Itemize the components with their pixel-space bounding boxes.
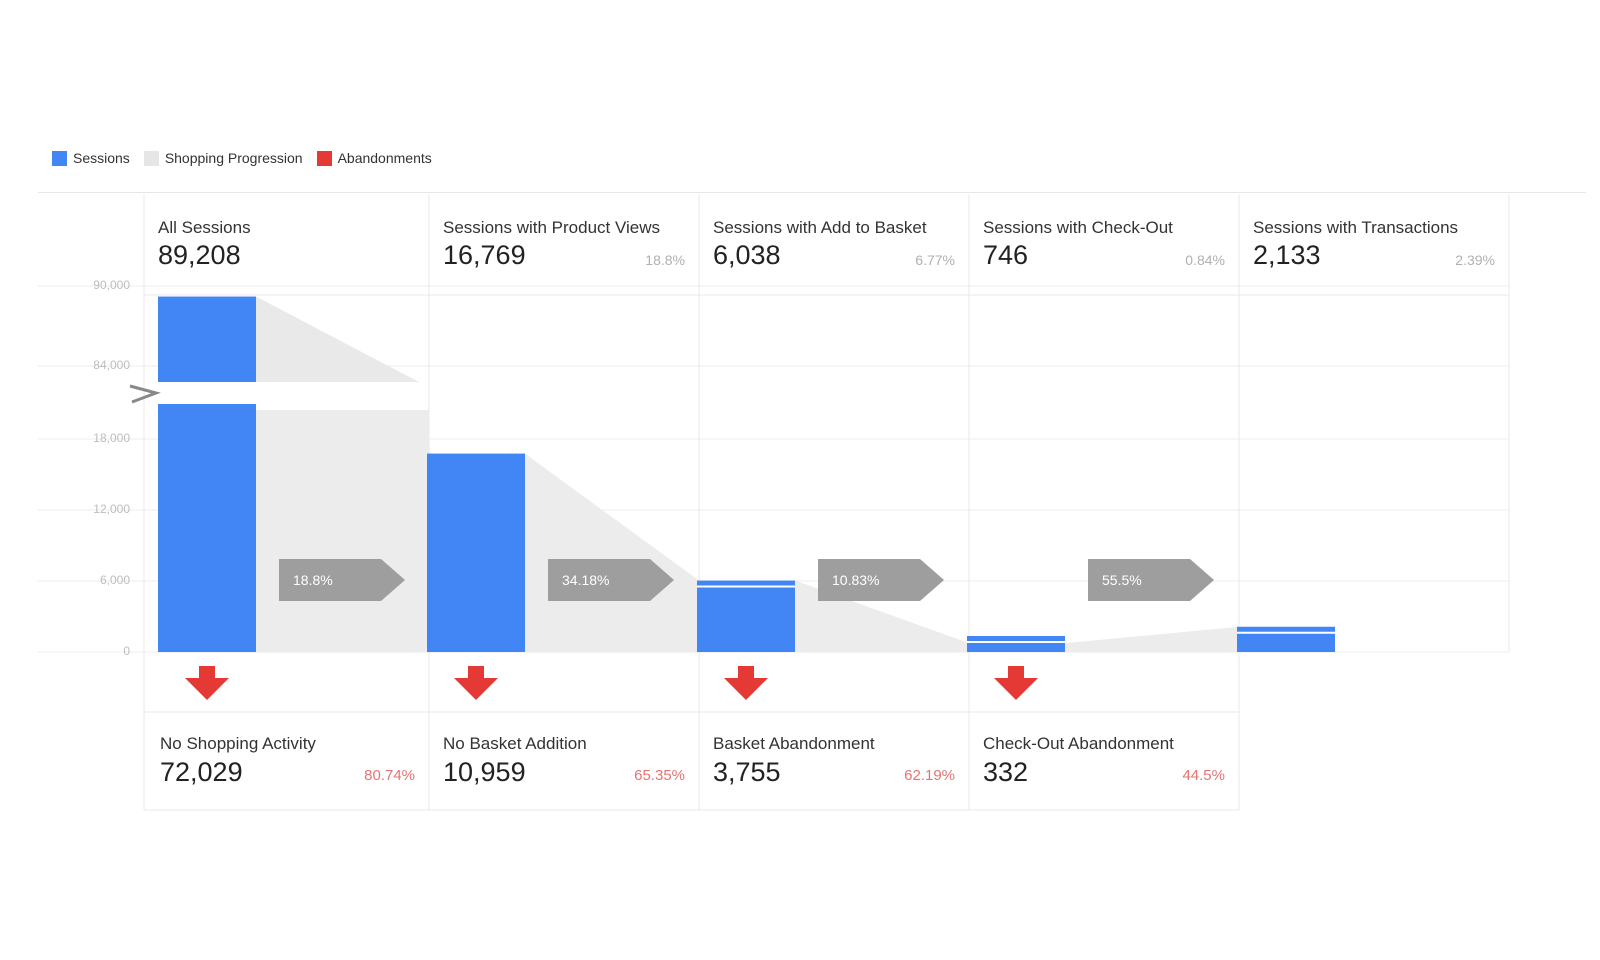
bar-add-to-basket[interactable] <box>697 580 795 652</box>
bar-all-sessions-upper[interactable] <box>158 296 256 382</box>
flow-shape <box>525 453 699 652</box>
stage-label: All Sessions <box>158 218 251 237</box>
abandonment-pct: 80.74% <box>364 767 415 784</box>
progression-rate-arrow <box>279 559 405 601</box>
stage-pct: 2.39% <box>1455 252 1495 268</box>
legend-swatch-shopping-progression <box>143 150 159 166</box>
stage-header-add-to-basket[interactable]: Sessions with Add to Basket 6,038 6.77% <box>699 194 969 292</box>
abandonment-arrow <box>185 666 229 700</box>
abandonment-arrow <box>454 666 498 700</box>
legend-divider <box>38 192 1586 193</box>
bar-all-sessions[interactable] <box>158 404 256 652</box>
progression-rate-label: 55.5% <box>1102 572 1142 588</box>
stage-value: 89,208 <box>158 240 241 270</box>
stage-value: 16,769 <box>443 240 526 270</box>
abandonment-arrow <box>724 666 768 700</box>
flow-shape <box>1065 626 1239 652</box>
stage-header-check-out[interactable]: Sessions with Check-Out 746 0.84% <box>969 194 1239 292</box>
bar-check-out[interactable] <box>967 636 1065 652</box>
y-tick-label: 0 <box>123 644 130 658</box>
stage-value: 6,038 <box>713 240 781 270</box>
abandonment-value: 72,029 <box>160 757 243 787</box>
abandonment-pct: 44.5% <box>1182 767 1225 784</box>
stage-label: Sessions with Add to Basket <box>713 218 927 237</box>
legend-label-sessions: Sessions <box>73 150 130 166</box>
stage-label: Sessions with Transactions <box>1253 218 1459 237</box>
legend-shopping-progression[interactable]: Shopping Progression <box>143 150 303 166</box>
legend-abandonments[interactable]: Abandonments <box>316 150 432 166</box>
abandonment-label: Check-Out Abandonment <box>983 734 1174 753</box>
abandonment-check-out-abandonment[interactable]: Check-Out Abandonment 332 44.5% <box>969 712 1239 808</box>
stage-label: Sessions with Product Views <box>443 218 661 237</box>
stage-label: Sessions with Check-Out <box>983 218 1173 237</box>
legend-label-abandonments: Abandonments <box>337 150 432 166</box>
y-tick-label: 84,000 <box>93 358 130 372</box>
stage-header-transactions[interactable]: Sessions with Transactions 2,133 2.39% <box>1239 194 1509 292</box>
abandonment-arrow <box>994 666 1038 700</box>
y-tick-label: 12,000 <box>93 502 130 516</box>
y-tick-label: 90,000 <box>93 278 130 292</box>
flow-shape <box>256 410 429 652</box>
abandonment-no-shopping-activity[interactable]: No Shopping Activity 72,029 80.74% <box>146 712 429 808</box>
axis-break-icon <box>129 384 161 404</box>
stage-value: 746 <box>983 240 1029 270</box>
abandonment-value: 332 <box>983 757 1029 787</box>
stage-pct: 6.77% <box>915 252 955 268</box>
stage-header-product-views[interactable]: Sessions with Product Views 16,769 18.8% <box>429 194 699 292</box>
stage-pct: 0.84% <box>1185 252 1225 268</box>
progression-rate-label: 18.8% <box>293 572 333 588</box>
progression-rate-arrow <box>1088 559 1214 601</box>
progression-rate-arrow <box>548 559 674 601</box>
y-tick-label: 6,000 <box>99 573 130 587</box>
bar-transactions[interactable] <box>1237 626 1335 652</box>
abandonment-basket-abandonment[interactable]: Basket Abandonment 3,755 62.19% <box>699 712 969 808</box>
legend-sessions[interactable]: Sessions <box>52 150 130 166</box>
flow-shape-upper <box>256 296 419 382</box>
progression-rate-label: 10.83% <box>832 572 880 588</box>
legend-swatch-abandonments <box>316 150 332 166</box>
progression-rate-label: 34.18% <box>562 572 610 588</box>
stage-header-all-sessions[interactable]: All Sessions 89,208 <box>144 194 429 292</box>
abandonment-value: 3,755 <box>713 757 781 787</box>
legend-swatch-sessions <box>52 150 67 166</box>
y-tick-label: 18,000 <box>93 431 130 445</box>
stage-pct: 18.8% <box>645 252 685 268</box>
legend-label-shopping-progression: Shopping Progression <box>164 150 303 166</box>
abandonment-pct: 62.19% <box>904 767 955 784</box>
abandonment-label: No Shopping Activity <box>160 734 316 753</box>
chart-legend: Sessions Shopping Progression Abandonmen… <box>52 150 446 166</box>
progression-rate-arrow <box>818 559 944 601</box>
abandonment-label: Basket Abandonment <box>713 734 875 753</box>
abandonment-pct: 65.35% <box>634 767 685 784</box>
bar-product-views[interactable] <box>427 453 525 652</box>
abandonment-value: 10,959 <box>443 757 526 787</box>
stage-value: 2,133 <box>1253 240 1321 270</box>
abandonment-no-basket-addition[interactable]: No Basket Addition 10,959 65.35% <box>429 712 699 808</box>
abandonment-label: No Basket Addition <box>443 734 587 753</box>
